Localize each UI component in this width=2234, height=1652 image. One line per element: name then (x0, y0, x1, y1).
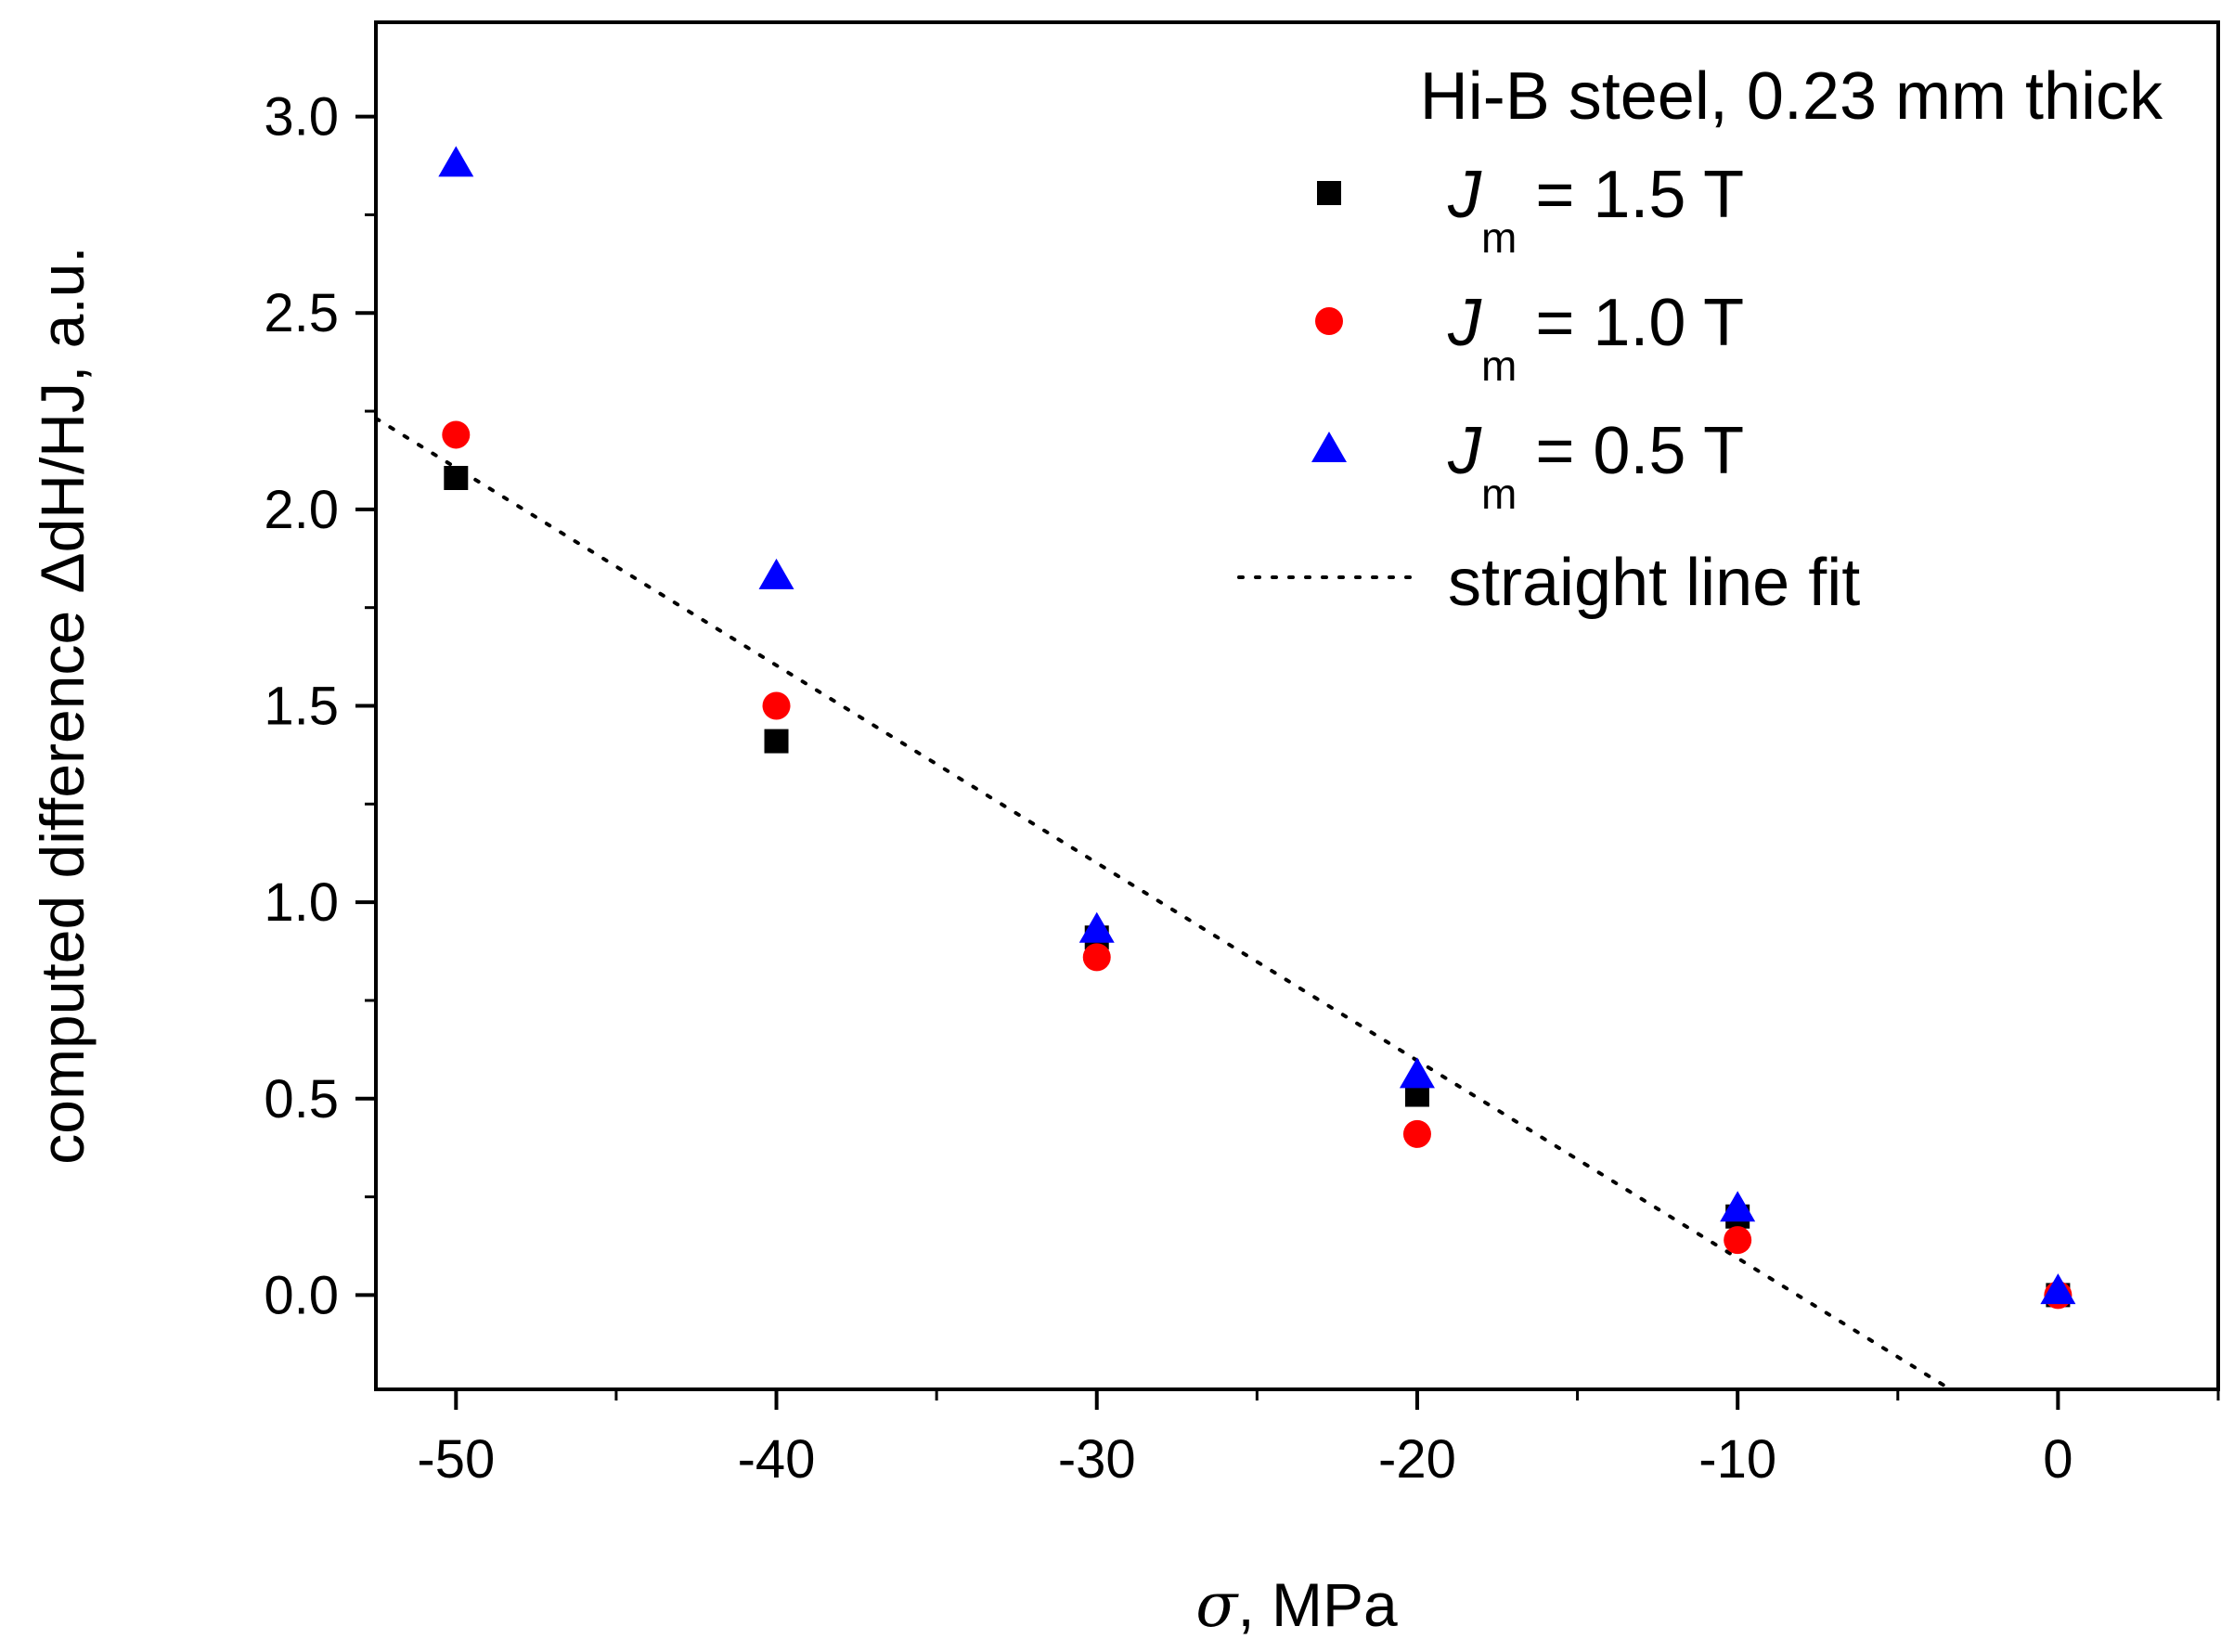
axes (374, 20, 2220, 1391)
y-tick-label: 0.5 (264, 1069, 339, 1129)
legend-label: Jm = 0.5 T (1447, 414, 1744, 518)
legend-subscript: m (1481, 342, 1517, 390)
x-tick-label: -30 (1058, 1429, 1136, 1490)
plot-frame (374, 20, 2220, 1391)
y-axis-ticks: 0.0 0.5 1.0 1.5 2.0 2.5 3.0 (264, 87, 376, 1325)
legend-marker-triangle (1311, 432, 1347, 462)
legend-fit-label: straight line fit (1448, 546, 1860, 620)
legend-value: = 1.5 T (1517, 158, 1744, 232)
x-tick-label: 0 (2043, 1429, 2073, 1490)
legend-symbol: J (1447, 286, 1482, 360)
legend-marker-circle (1315, 307, 1343, 335)
x-axis-ticks: -50 -40 -30 -20 -10 0 (417, 1389, 2220, 1490)
legend: Hi-B steel, 0.23 mm thick Jm = 1.5 TJm =… (1237, 59, 2163, 620)
x-axis-unit: , MPa (1237, 1570, 1398, 1639)
y-axis-title: computed difference ΔdH/HJ, a.u. (28, 246, 97, 1164)
data-point-triangle (2040, 1273, 2076, 1305)
fit-line (374, 416, 1948, 1389)
legend-value: = 0.5 T (1517, 414, 1744, 488)
data-point-triangle (1399, 1057, 1435, 1089)
x-axis-title: σ, MPa (1195, 1569, 1398, 1641)
data-point-circle (1402, 1119, 1431, 1148)
legend-marker-square (1317, 181, 1341, 205)
legend-symbol: J (1447, 158, 1482, 232)
data-point-square (444, 466, 469, 490)
y-tick-label: 3.0 (264, 87, 339, 148)
data-point-circle (442, 420, 471, 449)
data-points (438, 146, 2076, 1310)
legend-value: = 1.0 T (1517, 286, 1744, 360)
y-tick-label: 2.0 (264, 480, 339, 540)
data-point-square (764, 729, 789, 754)
data-point-triangle (438, 146, 474, 177)
x-tick-label: -10 (1698, 1429, 1776, 1490)
x-tick-label: -40 (738, 1429, 816, 1490)
data-point-triangle (1720, 1191, 1756, 1222)
fit-line-group (374, 416, 1948, 1389)
x-tick-label: -20 (1378, 1429, 1456, 1490)
data-point-triangle (758, 558, 794, 589)
y-tick-label: 1.5 (264, 677, 339, 737)
legend-symbol: J (1447, 414, 1482, 488)
legend-title: Hi-B steel, 0.23 mm thick (1420, 59, 2163, 134)
x-axis-symbol: σ (1195, 1569, 1239, 1641)
y-tick-label: 1.0 (264, 872, 339, 933)
legend-label: Jm = 1.0 T (1447, 286, 1744, 390)
data-point-circle (1724, 1226, 1752, 1255)
legend-subscript: m (1481, 213, 1517, 262)
y-tick-label: 2.5 (264, 283, 339, 343)
y-tick-label: 0.0 (264, 1265, 339, 1325)
data-point-circle (1082, 943, 1111, 972)
data-point-triangle (1078, 911, 1115, 943)
x-tick-label: -50 (417, 1429, 495, 1490)
legend-label: Jm = 1.5 T (1447, 158, 1744, 262)
data-point-circle (762, 691, 791, 720)
legend-subscript: m (1481, 470, 1517, 518)
